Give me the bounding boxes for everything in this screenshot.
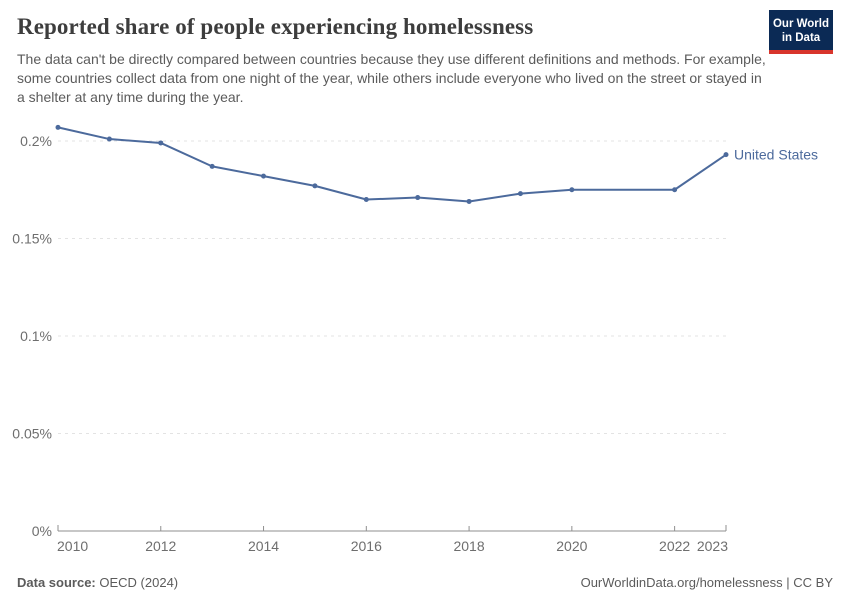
data-point-2017 [415, 195, 421, 201]
owid-logo-box: Our World in Data [769, 10, 833, 50]
series-line-united-states [57, 126, 727, 203]
data-point-2010 [55, 124, 61, 130]
y-tick-label: 0.1% [20, 328, 52, 344]
data-source-value: OECD (2024) [99, 575, 179, 590]
data-point-2012 [158, 140, 164, 146]
x-tick-label: 2016 [351, 538, 382, 554]
y-tick-label: 0.15% [12, 231, 52, 247]
data-source: Data source: OECD (2024) [17, 575, 178, 590]
y-tick-label: 0% [32, 523, 52, 539]
data-point-2019 [517, 191, 523, 197]
data-source-label: Data source: [17, 575, 96, 590]
x-tick-label: 2022 [659, 538, 690, 554]
y-tick-label: 0.2% [20, 133, 52, 149]
y-tick-label: 0.05% [12, 426, 52, 442]
x-tick-label: 2023 [697, 538, 728, 554]
data-point-2023 [723, 152, 729, 158]
owid-logo[interactable]: Our World in Data [769, 10, 833, 54]
data-point-2022 [672, 187, 678, 193]
chart-subtitle: The data can't be directly compared betw… [17, 51, 766, 105]
data-point-2018 [466, 198, 472, 204]
owid-logo-line2: in Data [781, 32, 821, 44]
chart-header: Reported share of people experiencing ho… [17, 10, 833, 107]
x-tick-label: 2012 [145, 538, 176, 554]
series-label-united-states[interactable]: United States [734, 147, 818, 163]
data-point-2014 [261, 173, 267, 179]
data-point-2015 [312, 183, 318, 189]
x-tick-label: 2014 [248, 538, 279, 554]
chart-footer: Data source: OECD (2024) OurWorldinData.… [17, 575, 833, 590]
data-point-2016 [363, 197, 369, 202]
data-point-2011 [106, 136, 112, 142]
x-tick-label: 2020 [556, 538, 587, 554]
data-point-2013 [209, 163, 215, 169]
x-tick-label: 2010 [57, 538, 88, 554]
owid-logo-line1: Our World [772, 18, 829, 30]
attribution: OurWorldinData.org/homelessness | CC BY [580, 575, 833, 590]
x-tick-label: 2018 [453, 538, 484, 554]
owid-logo-accent-bar [769, 50, 833, 54]
chart-title: Reported share of people experiencing ho… [17, 14, 534, 39]
data-point-2020 [569, 187, 575, 193]
